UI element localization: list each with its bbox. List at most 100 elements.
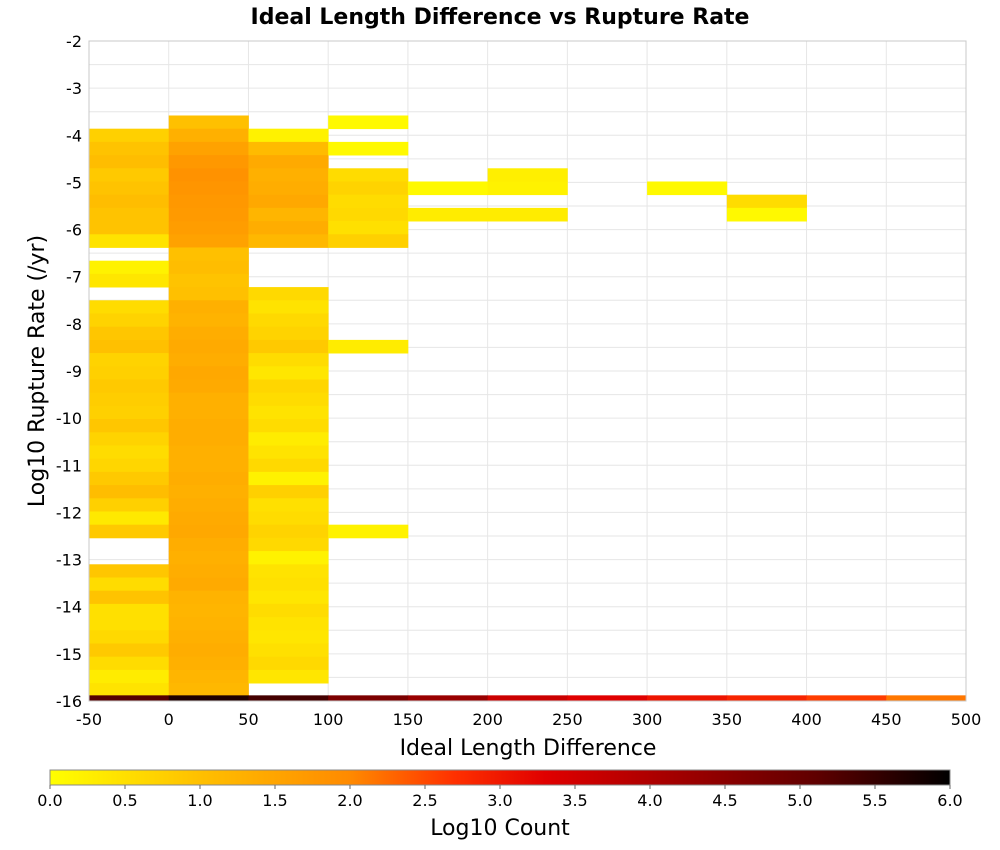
x-tick-label: 300 [632,710,663,729]
heatmap-cell [168,128,249,143]
heatmap-cell [168,471,249,486]
colorbar-tick-label: 0.0 [37,791,62,810]
heatmap-cell [168,656,249,671]
heatmap-cell [248,485,329,499]
heatmap-cell-bottom [567,695,648,701]
heatmap-cell [248,577,329,592]
heatmap-cell [328,141,409,156]
heatmap-cell-bottom [647,695,728,701]
colorbar-ticks: 0.0 0.5 1.0 1.5 2.0 2.5 3.0 3.5 4.0 4.5 5.0 5.5 6.0 [37,785,963,810]
x-tick-label: 450 [871,710,902,729]
heatmap-cell [168,669,249,684]
y-tick-label: -9 [66,362,82,381]
heatmap-cell [328,339,409,354]
heatmap-cell [248,128,329,143]
heatmap-cell [168,643,249,658]
heatmap-cell [248,155,329,169]
heatmap-cell [248,630,329,644]
heatmap-cell [248,669,329,684]
heatmap-cell-bottom [886,695,967,701]
heatmap-cell [248,234,329,248]
heatmap-cell [168,141,249,156]
y-tick-label: -13 [56,551,82,570]
heatmap-cell [248,353,329,367]
heatmap-cell [248,590,329,605]
heatmap-cell [89,564,170,578]
heatmap-cell [248,603,329,618]
heatmap-cell [89,405,170,420]
y-tick-label: -10 [56,409,82,428]
heatmap-cell [89,458,170,473]
heatmap-cell [89,630,170,644]
heatmap-cell [726,207,807,222]
heatmap-cell [407,181,489,196]
heatmap-cell [89,603,170,618]
heatmap-cell [168,551,249,565]
heatmap-cell [248,445,329,460]
heatmap-cell [168,221,249,235]
x-tick-label: 100 [313,710,344,729]
heatmap-cell [248,419,329,433]
x-tick-label: 0 [164,710,174,729]
heatmap-cell [407,207,489,222]
heatmap-cell [168,524,249,539]
heatmap-cell [89,524,170,539]
heatmap-cell [248,339,329,354]
heatmap-cell [89,326,170,341]
heatmap-cell [248,287,329,301]
y-tick-label: -2 [66,32,82,51]
x-tick-label: 400 [791,710,822,729]
heatmap-cell [89,207,170,222]
heatmap-cell [328,221,409,235]
heatmap-cell [168,537,249,552]
heatmap-cell [168,590,249,605]
heatmap-cell [248,511,329,526]
x-tick-label: 150 [393,710,424,729]
y-tick-label: -11 [56,456,82,475]
heatmap-cell [168,485,249,499]
heatmap-cell-bottom [487,695,568,701]
heatmap-cell [89,300,170,314]
heatmap-cell-bottom [806,695,887,701]
y-tick-label: -3 [66,79,82,98]
heatmap-cell [168,379,249,394]
heatmap-cell [168,247,249,262]
heatmap-cells [89,115,967,701]
heatmap-cell [89,339,170,354]
heatmap-cell [248,194,329,209]
x-tick-label: 350 [712,710,743,729]
heatmap-cell [168,445,249,460]
heatmap-cell [89,168,170,182]
heatmap-cell [168,617,249,631]
heatmap-cell-bottom [726,695,807,701]
colorbar-tick-label: 0.5 [112,791,137,810]
y-tick-label: -6 [66,221,82,240]
heatmap-cell [168,392,249,407]
heatmap-cell [89,221,170,235]
heatmap-cell [248,537,329,552]
heatmap-cell [168,313,249,328]
heatmap-cell [248,141,329,156]
heatmap-cell [89,353,170,367]
heatmap-cell [89,194,170,209]
chart-title: Ideal Length Difference vs Rupture Rate [251,5,750,30]
heatmap-cell [168,458,249,473]
heatmap-cell [89,643,170,658]
colorbar-tick-label: 5.5 [862,791,887,810]
colorbar-tick-label: 2.5 [412,791,437,810]
heatmap-cell [89,273,170,288]
heatmap-cell [89,392,170,407]
heatmap-cell [487,168,568,182]
heatmap-cell [328,168,409,182]
heatmap-cell [168,234,249,248]
colorbar-tick-label: 5.0 [787,791,812,810]
heatmap-cell [248,656,329,671]
colorbar-label: Log10 Count [430,816,570,841]
heatmap-cell [248,326,329,341]
y-tick-label: -8 [66,315,82,334]
colorbar [49,769,951,786]
y-tick-label: -12 [56,503,82,522]
heatmap-cell [248,181,329,196]
y-axis-label: Log10 Rupture Rate (/yr) [25,235,50,507]
x-axis-ticks: -50 0 50 100 150 200 250 300 350 400 450 500 [76,710,981,729]
